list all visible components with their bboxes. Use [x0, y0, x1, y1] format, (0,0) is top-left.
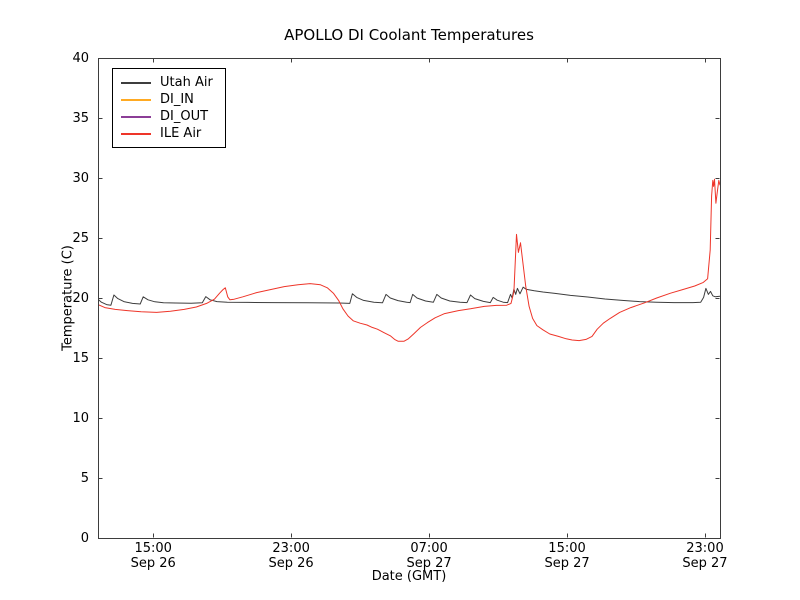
legend-item-ile-air: ILE Air — [121, 125, 213, 142]
y-tick-label: 0 — [80, 530, 89, 546]
y-tick-label: 15 — [72, 350, 89, 366]
legend-line-swatch — [121, 115, 151, 118]
x-tick-label: 15:00 Sep 26 — [130, 541, 176, 571]
y-tick-label: 40 — [72, 50, 89, 66]
series-line-utah-air — [98, 286, 720, 306]
x-tick-label: 23:00 Sep 26 — [268, 541, 314, 571]
legend-label: DI_OUT — [160, 109, 209, 124]
x-tick-label: 15:00 Sep 27 — [544, 541, 590, 571]
legend-line-swatch — [121, 132, 151, 135]
y-tick-label: 5 — [80, 470, 89, 486]
legend-item-di-out: DI_OUT — [121, 108, 213, 125]
y-tick-label: 30 — [72, 170, 89, 186]
legend-label: DI_IN — [160, 92, 194, 107]
y-tick-label: 20 — [72, 290, 89, 306]
legend-line-swatch — [121, 81, 151, 84]
y-tick-label: 10 — [72, 410, 89, 426]
legend: Utah Air DI_IN DI_OUT ILE Air — [112, 68, 226, 148]
x-tick-label: 07:00 Sep 27 — [406, 541, 452, 571]
legend-line-swatch — [121, 98, 151, 101]
legend-label: Utah Air — [160, 75, 213, 90]
legend-item-utah-air: Utah Air — [121, 74, 213, 91]
x-axis-label: Date (GMT) — [371, 569, 447, 584]
chart-title: APOLLO DI Coolant Temperatures — [284, 26, 534, 44]
legend-item-di-in: DI_IN — [121, 91, 213, 108]
series-line-ile-air — [98, 178, 720, 342]
x-tick-label: 23:00 Sep 27 — [682, 541, 728, 571]
y-tick-label: 25 — [72, 230, 89, 246]
legend-label: ILE Air — [160, 126, 202, 141]
y-tick-label: 35 — [72, 110, 89, 126]
